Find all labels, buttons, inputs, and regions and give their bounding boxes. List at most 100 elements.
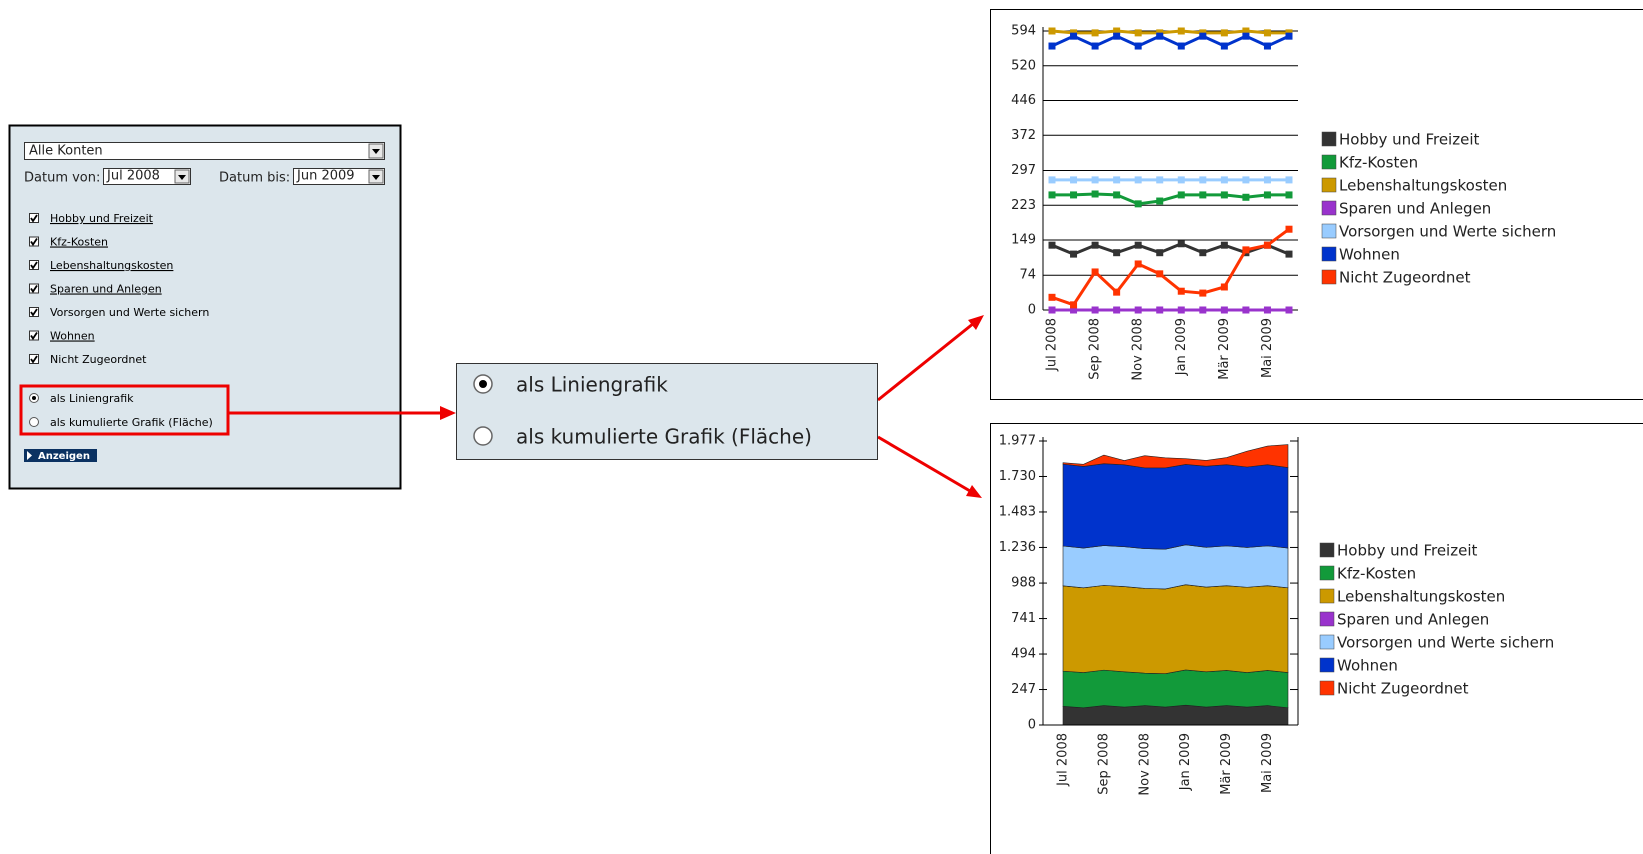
point [1070,191,1078,199]
show-button[interactable] [24,449,97,462]
x-tick-label: Mai 2009 [1260,318,1275,378]
series-line [1051,29,1289,35]
legend-label: Nicht Zugeordnet [1337,680,1469,698]
radio[interactable] [29,417,39,427]
dropdown-arrow [372,149,380,154]
point [1113,249,1121,257]
point [1199,32,1207,40]
checkbox-label: Lebenshaltungskosten [50,259,173,272]
point [1070,32,1078,40]
legend-swatch [1321,177,1337,193]
point [1263,42,1271,50]
radio[interactable] [473,426,493,446]
point [1091,176,1099,184]
point [1113,288,1121,296]
x-tick-label: Sep 2008 [1088,318,1103,380]
y-tick-label: 494 [1011,647,1036,662]
point [1091,190,1099,198]
account-select[interactable] [24,142,385,160]
from-label: Datum von: [24,171,100,186]
x-tick-label: Mär 2009 [1219,733,1234,795]
legend-swatch [1319,680,1335,696]
arrow [877,435,971,493]
y-tick-label: 372 [1011,128,1036,143]
point [1242,306,1250,314]
radio-label: als Liniengrafik [516,373,668,397]
legend-swatch [1319,542,1335,558]
series-line [1052,192,1289,206]
point [1285,32,1293,40]
point [1113,176,1121,184]
point [1070,306,1078,314]
arrowhead [968,315,984,330]
x-tick-label: Jul 2008 [1045,318,1060,372]
point [1048,27,1056,35]
point [1285,250,1293,258]
x-tick-label: Mai 2009 [1260,733,1275,793]
legend-label: Wohnen [1339,246,1400,264]
legend-label: Lebenshaltungskosten [1337,588,1505,606]
series-area [1062,704,1289,726]
from-value: Jul 2008 [106,169,160,184]
legend-label: Kfz-Kosten [1339,154,1418,172]
checkmark [30,355,38,364]
zoom-panel: als Liniengrafik als kumulierte Grafik (… [456,363,878,460]
y-tick-label: 741 [1011,611,1036,626]
point [1048,306,1056,314]
dropdown-arrow [372,175,380,180]
point [1113,32,1121,40]
line-chart-frame [990,9,1643,400]
point [1113,191,1121,199]
x-tick-label: Sep 2008 [1096,733,1111,795]
y-tick-label: 74 [1019,268,1036,283]
radio-dot [32,396,36,400]
legend-label: Sparen und Anlegen [1339,200,1491,218]
legend-swatch [1319,657,1335,673]
point [1263,241,1271,249]
legend-label: Lebenshaltungskosten [1339,177,1507,195]
legend-label: Hobby und Freizeit [1339,131,1479,149]
x-tick-label: Jan 2009 [1174,318,1189,376]
point [1263,29,1271,37]
point [1091,42,1099,50]
point [1134,306,1142,314]
point [1070,301,1078,309]
x-tick-label: Jan 2009 [1178,733,1193,791]
point [1134,200,1142,208]
checkbox-label: Wohnen [50,330,95,343]
series-area [1062,584,1289,675]
point [1070,250,1078,258]
y-tick-label: 594 [1011,24,1036,39]
point [1091,29,1099,37]
arrows [228,315,984,498]
to-select[interactable] [293,168,385,185]
point [1134,176,1142,184]
point [1156,249,1164,257]
legend-swatch [1321,200,1337,216]
dropdown-arrow [178,175,186,180]
checkbox-label: Hobby und Freizeit [50,212,154,225]
point [1242,193,1250,201]
checkmark [30,214,38,223]
legend-swatch [1321,223,1337,239]
point [1156,197,1164,205]
point [1199,289,1207,297]
point [1134,241,1142,249]
checkbox-label: Vorsorgen und Werte sichern [50,306,209,319]
legend-label: Wohnen [1337,657,1398,675]
point [1091,306,1099,314]
radio-dot [479,380,487,388]
point [1263,306,1271,314]
point [1113,306,1121,314]
point [1220,42,1228,50]
legend-swatch [1321,131,1337,147]
point [1091,241,1099,249]
checkbox-label: Kfz-Kosten [50,236,108,249]
point [1048,191,1056,199]
arrow [877,321,975,402]
from-select[interactable] [103,168,191,185]
point [1177,240,1185,248]
point [1048,42,1056,50]
point [1242,246,1250,254]
